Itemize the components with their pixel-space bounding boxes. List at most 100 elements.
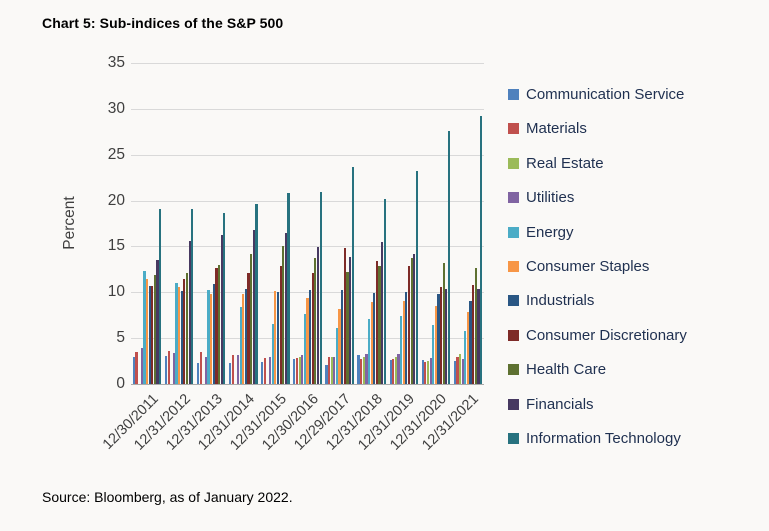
bar-financials xyxy=(348,256,352,384)
bar-materials xyxy=(327,356,331,384)
bar-information-technology xyxy=(447,130,451,384)
y-tick-label: 5 xyxy=(116,329,125,347)
bar-utilities xyxy=(269,356,272,384)
bar-group xyxy=(195,63,227,384)
bar-energy xyxy=(239,307,242,384)
bar-group xyxy=(356,63,388,384)
legend-item: Health Care xyxy=(508,359,764,380)
legend-label: Consumer Staples xyxy=(526,257,650,275)
bar-group xyxy=(324,63,356,384)
bar-communication-service xyxy=(421,360,424,384)
bar-group xyxy=(291,63,323,384)
legend-item: Real Estate xyxy=(508,153,764,174)
bar-financials xyxy=(188,240,191,384)
bar-communication-service xyxy=(453,361,456,384)
bar-health-care xyxy=(185,273,189,384)
bar-consumer-discretionary xyxy=(472,284,475,384)
bar-materials xyxy=(424,362,427,384)
bar-real-estate xyxy=(298,357,301,384)
bar-health-care xyxy=(410,258,413,384)
bar-information-technology xyxy=(479,116,483,384)
bar-consumer-staples xyxy=(370,301,373,384)
bar-health-care xyxy=(250,253,253,384)
legend-item: Financials xyxy=(508,394,764,415)
bar-communication-service xyxy=(164,355,168,384)
bar-utilities xyxy=(204,357,208,384)
bar-consumer-staples xyxy=(402,300,405,384)
legend-label: Health Care xyxy=(526,361,607,379)
legend-label: Communication Service xyxy=(526,86,685,103)
bar-utilities xyxy=(236,354,240,384)
legend-swatch xyxy=(508,226,519,238)
legend-label: Materials xyxy=(526,120,587,138)
legend-item: Energy xyxy=(508,222,764,243)
bar-energy xyxy=(271,324,274,384)
bar-information-technology xyxy=(191,208,194,384)
bar-consumer-staples xyxy=(274,291,277,384)
chart-title: Chart 5: Sub-indices of the S&P 500 xyxy=(42,15,284,31)
bar-health-care xyxy=(474,268,477,384)
legend-label: Energy xyxy=(526,223,574,241)
legend-swatch xyxy=(508,157,519,169)
bar-health-care xyxy=(378,265,381,384)
gridline-20 xyxy=(131,200,484,202)
bar-group xyxy=(452,63,484,384)
gridline-30 xyxy=(131,108,484,110)
bar-energy xyxy=(207,289,210,384)
bar-consumer-staples xyxy=(434,306,437,384)
y-tick-label: 0 xyxy=(116,375,125,392)
bar-energy xyxy=(303,314,306,384)
legend-swatch xyxy=(508,260,519,272)
bar-financials xyxy=(284,232,287,384)
legend-item: Materials xyxy=(508,118,764,139)
bar-information-technology xyxy=(415,171,418,384)
bar-industrials xyxy=(373,293,376,384)
legend-label: Financials xyxy=(526,395,594,413)
bar-energy xyxy=(335,328,339,384)
legend-swatch xyxy=(508,329,519,341)
bar-consumer-discretionary xyxy=(247,273,250,384)
gridline-35 xyxy=(131,63,484,64)
bar-materials xyxy=(231,354,234,384)
legend-item: Information Technology xyxy=(508,428,764,449)
bar-consumer-discretionary xyxy=(375,261,378,384)
bar-energy xyxy=(432,325,435,384)
bar-consumer-staples xyxy=(242,294,245,384)
y-tick-label: 10 xyxy=(107,283,125,301)
bar-information-technology xyxy=(287,193,290,384)
bar-real-estate xyxy=(362,356,365,384)
bar-communication-service xyxy=(132,356,135,384)
bar-materials xyxy=(392,359,395,384)
legend-swatch xyxy=(508,89,519,100)
bar-utilities xyxy=(397,353,400,384)
bar-health-care xyxy=(153,274,156,384)
bar-consumer-discretionary xyxy=(407,265,411,384)
bar-real-estate xyxy=(394,357,397,384)
bar-materials xyxy=(456,357,459,384)
bar-consumer-discretionary xyxy=(440,286,443,384)
bar-consumer-staples xyxy=(306,297,309,384)
legend-item: Consumer Discretionary xyxy=(508,325,764,346)
bar-financials xyxy=(445,288,448,384)
y-tick-label: 15 xyxy=(107,237,125,255)
bar-energy xyxy=(175,283,178,384)
legend-label: Information Technology xyxy=(526,429,681,447)
legend-item: Communication Service xyxy=(508,84,764,105)
bar-industrials xyxy=(405,292,408,384)
legend-swatch xyxy=(508,432,519,444)
bar-energy xyxy=(367,318,371,384)
bar-utilities xyxy=(172,352,175,384)
bar-financials xyxy=(413,253,416,384)
bar-industrials xyxy=(309,289,312,384)
bar-industrials xyxy=(469,300,472,384)
legend-swatch xyxy=(508,295,519,307)
bar-consumer-staples xyxy=(178,286,181,384)
legend-swatch xyxy=(508,364,519,376)
bar-group xyxy=(131,63,163,384)
y-tick-label: 25 xyxy=(107,145,125,163)
legend-swatch xyxy=(508,123,519,135)
gridline-25 xyxy=(131,154,484,156)
bar-information-technology xyxy=(319,192,322,384)
